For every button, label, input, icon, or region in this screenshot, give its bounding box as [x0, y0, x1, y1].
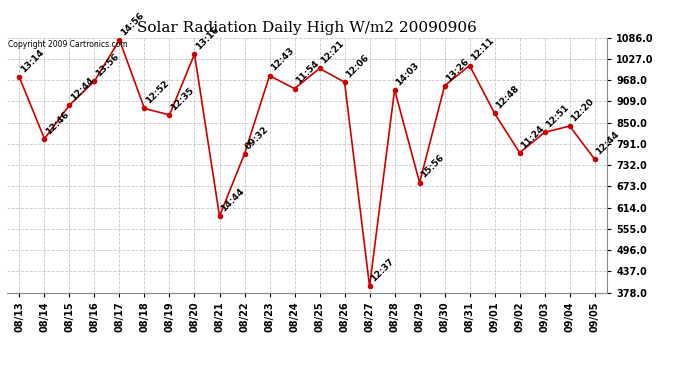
Text: 14:03: 14:03 [394, 60, 420, 87]
Text: 12:46: 12:46 [43, 109, 70, 136]
Text: 14:56: 14:56 [119, 10, 146, 37]
Text: 14:44: 14:44 [219, 186, 246, 213]
Text: 12:44: 12:44 [594, 130, 621, 156]
Text: 11:24: 11:24 [519, 123, 546, 150]
Text: 12:51: 12:51 [544, 103, 571, 129]
Text: 12:35: 12:35 [168, 86, 195, 112]
Text: 12:43: 12:43 [268, 46, 295, 73]
Text: 11:54: 11:54 [294, 59, 320, 86]
Text: 12:48: 12:48 [494, 84, 520, 111]
Text: 12:06: 12:06 [344, 53, 371, 80]
Text: 09:32: 09:32 [244, 124, 270, 151]
Text: 12:21: 12:21 [319, 39, 346, 66]
Text: 12:11: 12:11 [469, 36, 495, 63]
Text: 12:52: 12:52 [144, 79, 170, 106]
Text: 12:44: 12:44 [68, 76, 95, 102]
Text: 13:16: 13:16 [194, 25, 220, 51]
Text: Copyright 2009 Cartronics.com: Copyright 2009 Cartronics.com [8, 40, 128, 49]
Text: 15:56: 15:56 [419, 153, 446, 180]
Text: 12:20: 12:20 [569, 97, 595, 123]
Text: 13:56: 13:56 [94, 52, 120, 78]
Title: Solar Radiation Daily High W/m2 20090906: Solar Radiation Daily High W/m2 20090906 [137, 21, 477, 35]
Text: 13:26: 13:26 [444, 56, 471, 83]
Text: 12:37: 12:37 [368, 257, 395, 284]
Text: 13:14: 13:14 [19, 48, 46, 75]
